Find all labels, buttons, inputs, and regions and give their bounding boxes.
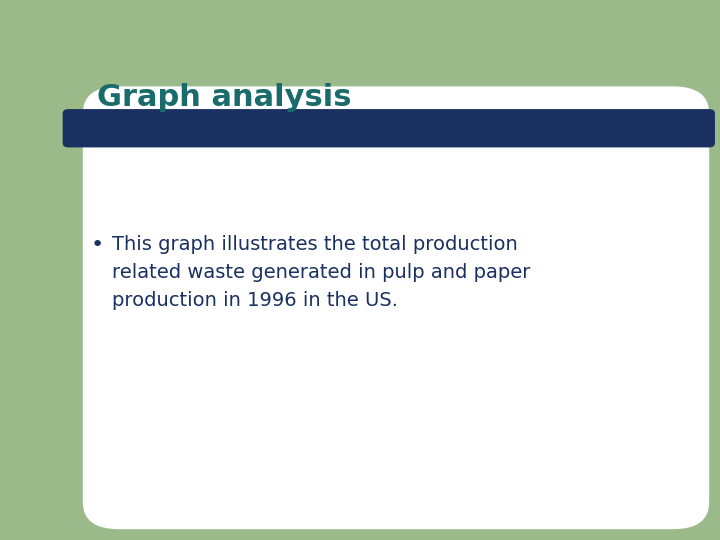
Text: This graph illustrates the total production
related waste generated in pulp and : This graph illustrates the total product… [112,235,530,310]
FancyBboxPatch shape [63,109,715,147]
Text: •: • [91,235,104,255]
Text: Graph analysis: Graph analysis [97,83,351,112]
FancyBboxPatch shape [83,86,709,529]
